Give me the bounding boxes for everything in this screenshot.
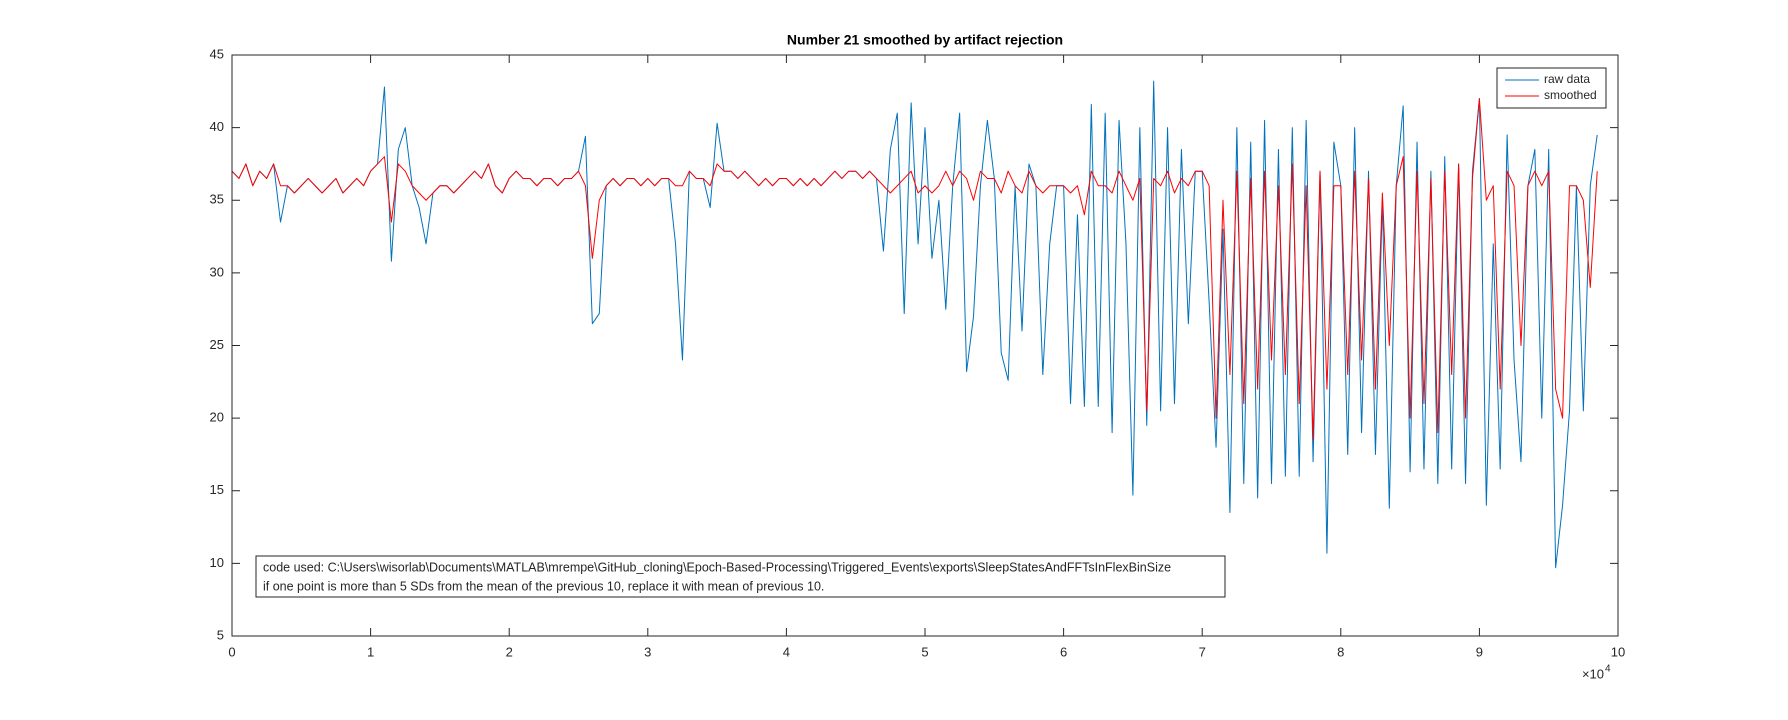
x-tick-label: 9 <box>1476 644 1483 659</box>
series-line <box>231 98 1598 441</box>
annotation-box <box>255 555 1226 598</box>
y-tick-label: 15 <box>210 482 224 497</box>
x-tick-label: 3 <box>644 644 651 659</box>
annotation-line: if one point is more than 5 SDs from the… <box>263 579 824 593</box>
x-tick-label: 7 <box>1199 644 1206 659</box>
y-tick-label: 10 <box>210 555 224 570</box>
legend-label: raw data <box>1544 72 1590 86</box>
x-tick-label: 2 <box>506 644 513 659</box>
x-tick-label: 6 <box>1060 644 1067 659</box>
x-multiplier: ×10 <box>1582 666 1604 681</box>
y-tick-label: 40 <box>210 119 224 134</box>
legend-label: smoothed <box>1544 88 1597 102</box>
y-tick-label: 30 <box>210 264 224 279</box>
plot-area <box>231 80 1598 569</box>
y-tick-label: 20 <box>210 410 224 425</box>
y-tick-label: 25 <box>210 337 224 352</box>
x-tick-label: 10 <box>1611 644 1625 659</box>
x-tick-label: 1 <box>367 644 374 659</box>
legend-box <box>1496 67 1607 109</box>
y-tick-label: 35 <box>210 192 224 207</box>
x-multiplier-exponent: 4 <box>1605 664 1611 675</box>
x-tick-label: 5 <box>921 644 928 659</box>
x-tick-label: 8 <box>1337 644 1344 659</box>
y-tick-label: 5 <box>217 627 224 642</box>
y-tick-label: 45 <box>210 46 224 61</box>
x-tick-label: 0 <box>228 644 235 659</box>
x-tick-label: 4 <box>783 644 790 659</box>
chart-title: Number 21 smoothed by artifact rejection <box>787 32 1063 48</box>
annotation-line: code used: C:\Users\wisorlab\Documents\M… <box>263 560 1171 574</box>
